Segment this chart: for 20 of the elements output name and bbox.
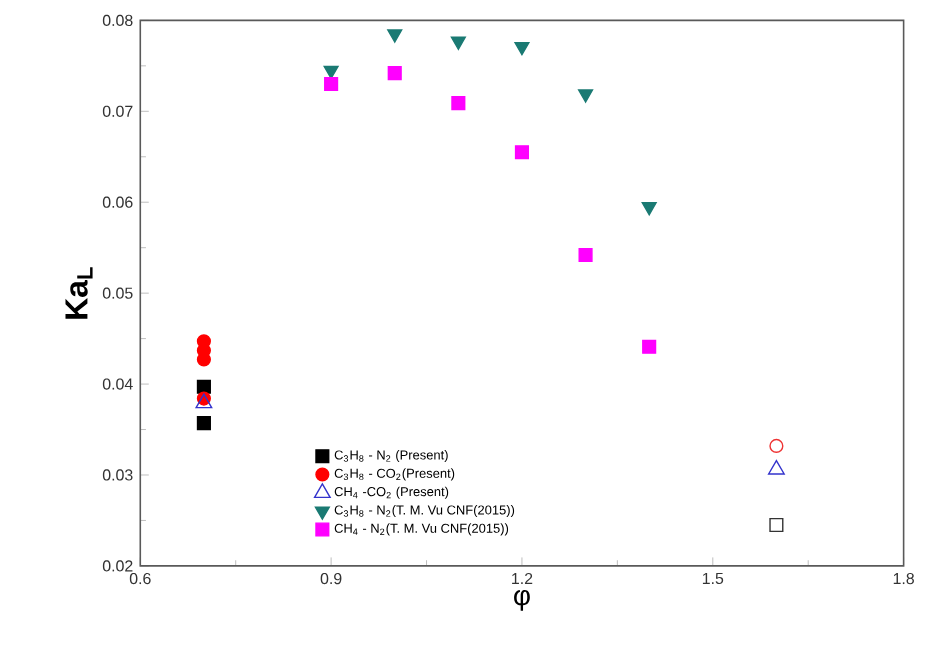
- point: [767, 459, 785, 475]
- point: [323, 65, 339, 79]
- point: [387, 29, 403, 43]
- point: [641, 202, 657, 216]
- point: [451, 95, 466, 111]
- point: [196, 352, 211, 367]
- point: [577, 89, 594, 103]
- point: [196, 415, 211, 431]
- point: [642, 339, 657, 354]
- point: [769, 438, 784, 453]
- point: [769, 517, 784, 532]
- x-axis-title: φ: [514, 589, 530, 611]
- point: [387, 65, 402, 81]
- text: Ka$_{L}$: [65, 267, 93, 319]
- point: [514, 145, 530, 160]
- point: [514, 41, 530, 56]
- point: [578, 247, 593, 262]
- point: [324, 76, 339, 92]
- point: [196, 379, 211, 394]
- point: [450, 36, 466, 50]
